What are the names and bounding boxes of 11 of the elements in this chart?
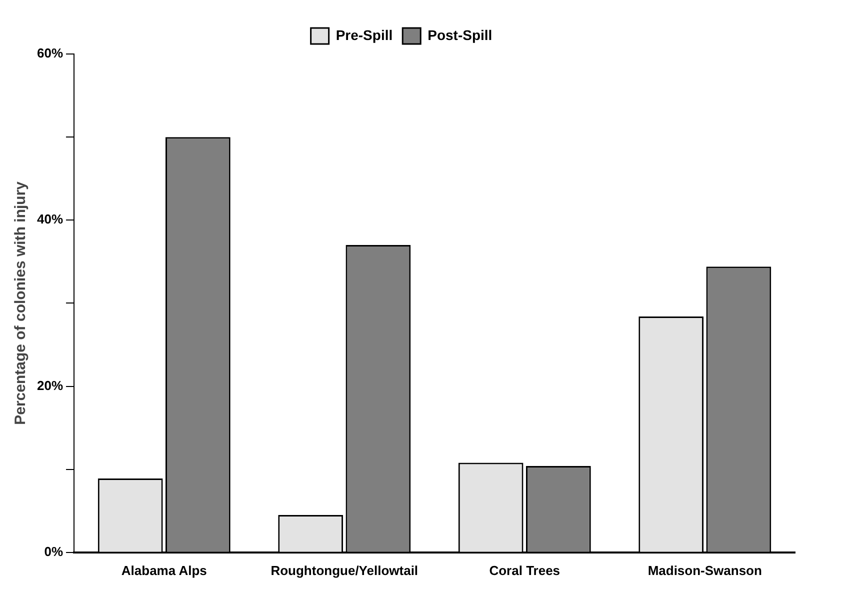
y-tick-label: 0% [44, 544, 64, 559]
y-tick-label: 20% [36, 378, 64, 393]
legend-label: Pre-Spill [336, 26, 393, 43]
y-tick-label: 60% [36, 46, 64, 61]
y-tick-label: 40% [36, 212, 64, 227]
y-axis-title: Percentage of colonies with injury [12, 180, 30, 425]
legend-label: Post-Spill [428, 26, 492, 43]
x-tick-label: Roughtongue/Yellowtail [270, 562, 418, 578]
x-tick-label: Alabama Alps [121, 562, 207, 578]
x-tick-label: Madison-Swanson [648, 562, 762, 578]
x-tick-label: Coral Trees [489, 562, 560, 578]
